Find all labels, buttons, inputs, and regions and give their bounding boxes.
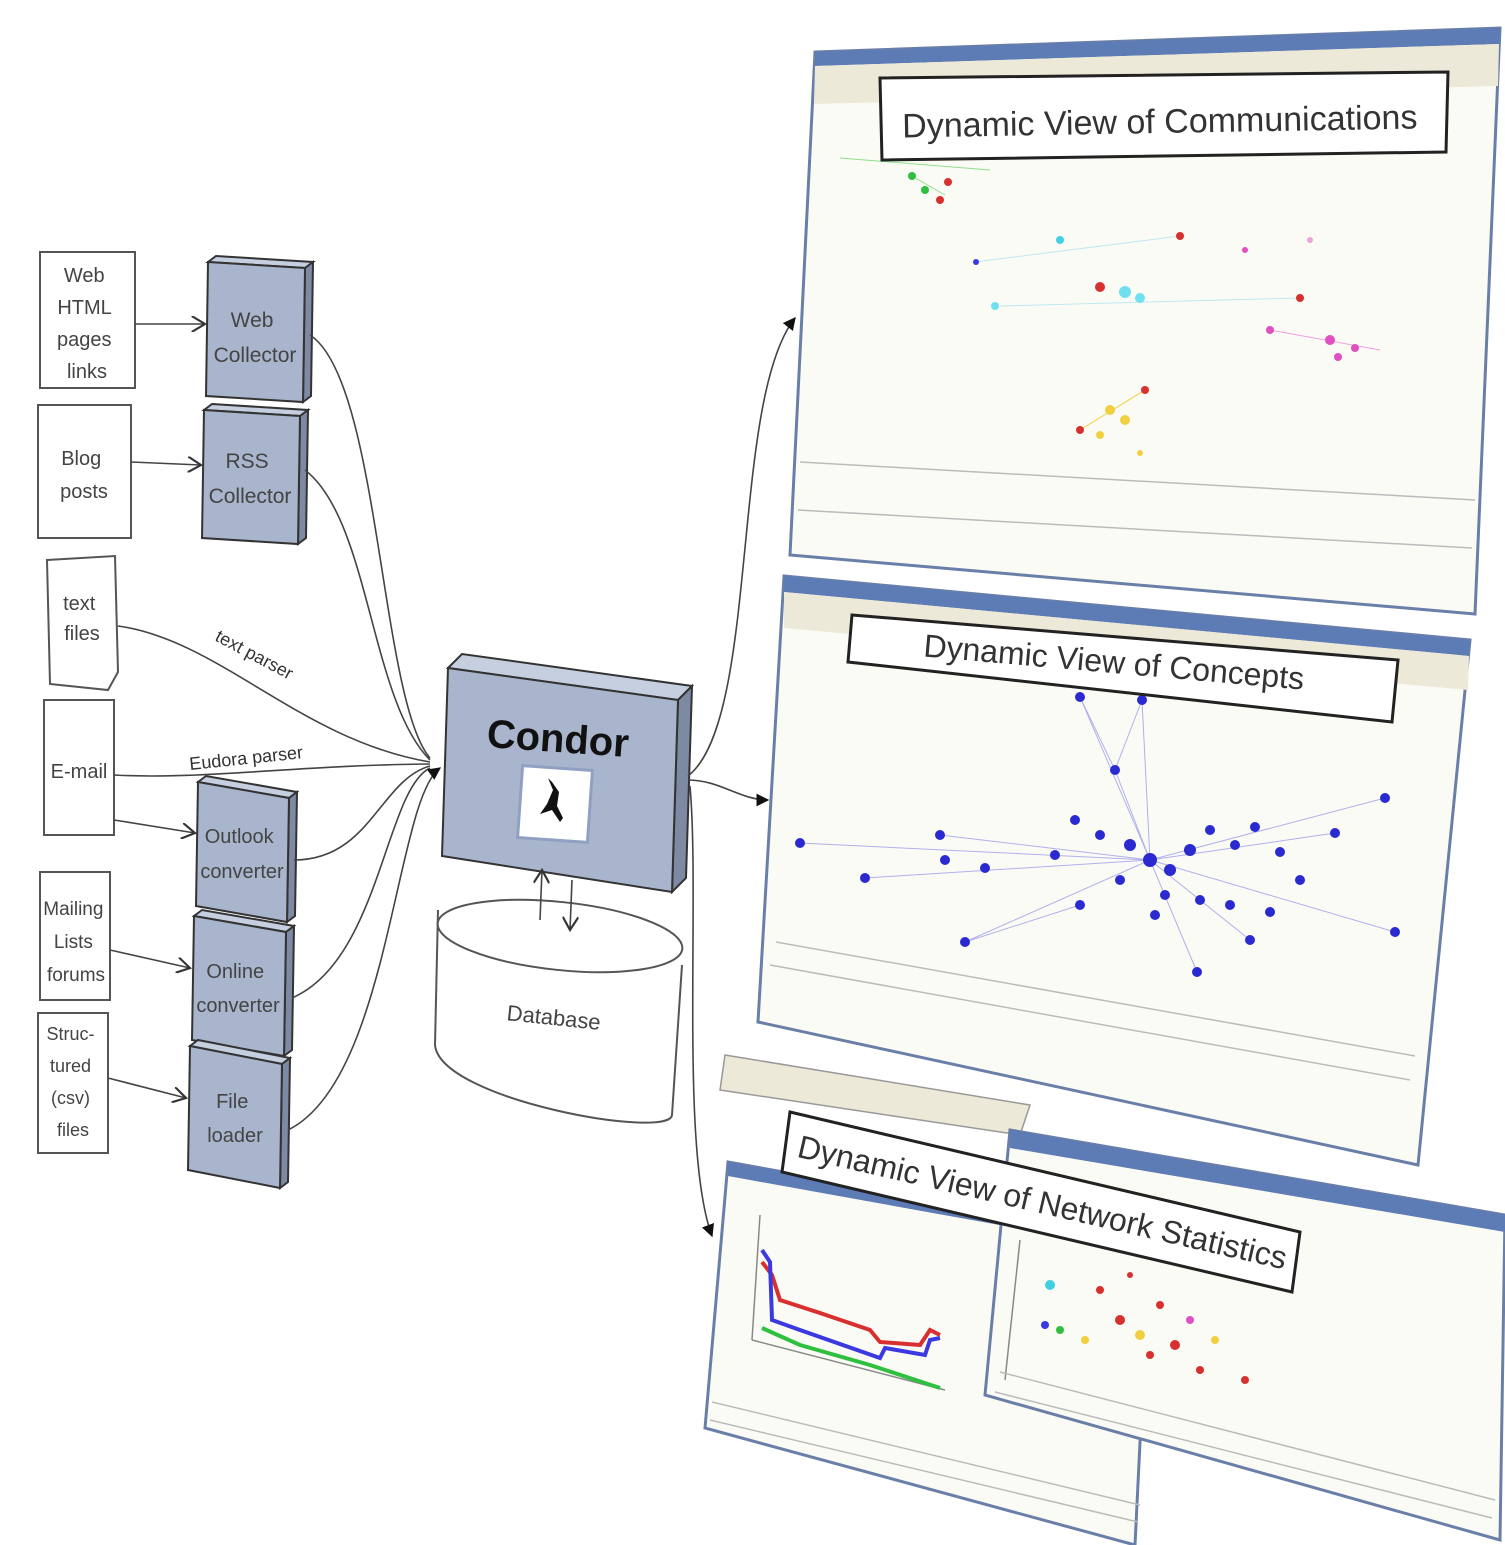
source-web: Web HTML pages links — [39, 251, 136, 389]
source-blog-label: Blog posts — [60, 448, 108, 503]
collector-file-label: File loader — [207, 1091, 263, 1147]
text-parser-label: text parser — [212, 626, 296, 684]
source-text-label: text files — [63, 593, 101, 645]
arrow-icon — [570, 879, 572, 930]
collector-file: File loader — [186, 1038, 293, 1191]
collector-rss-label: RSS Collector — [209, 450, 292, 508]
source-web-label: Web HTML pages links — [57, 265, 117, 383]
arrow-icon — [113, 819, 195, 833]
arrow-icon — [130, 462, 201, 465]
stats-scatter — [1004, 1239, 1249, 1384]
condor-bird-icon — [515, 764, 595, 844]
arrow-icon — [287, 767, 442, 1131]
window-concepts[interactable]: Dynamic View of Concepts — [756, 574, 1472, 1167]
stats-line-chart — [751, 1214, 946, 1391]
stats-title-box — [780, 1110, 1302, 1294]
collector-rss: RSS Collector — [200, 402, 311, 547]
condor-box: Condor — [440, 652, 695, 895]
concept-nodes — [795, 692, 1400, 977]
source-mailing-lists: Mailing Lists forums — [39, 871, 111, 1001]
source-blog: Blog posts — [37, 404, 132, 539]
collector-web: Web Collector — [204, 254, 316, 405]
source-email-label: E-mail — [51, 761, 108, 783]
arrow-icon — [689, 785, 714, 1238]
arrow-icon — [107, 1077, 186, 1098]
source-mailing-label: Mailing Lists forums — [43, 899, 108, 986]
arrow-icon — [687, 316, 796, 777]
collector-wires — [113, 334, 442, 1131]
arrow-icon — [687, 779, 770, 807]
collector-online: Online converter — [190, 908, 297, 1059]
output-arrows — [687, 316, 796, 1238]
collector-outlook: Outlook converter — [194, 774, 300, 925]
condor-title: Condor — [485, 712, 630, 766]
arrow-icon — [540, 870, 542, 921]
db-arrows — [540, 870, 572, 930]
collector-outlook-label: Outlook converter — [200, 826, 284, 883]
collector-online-label: Online converter — [196, 961, 280, 1017]
source-email: E-mail — [43, 699, 115, 836]
collector-web-label: Web Collector — [214, 309, 297, 367]
window-communications[interactable]: Dynamic View of Communications — [788, 26, 1502, 616]
comm-graph — [839, 157, 1381, 456]
source-text: text files — [45, 554, 120, 692]
source-structured-label: Struc- tured (csv) files — [46, 1024, 99, 1140]
source-structured: Struc- tured (csv) files — [37, 1012, 109, 1154]
database-cylinder: Database — [433, 898, 684, 1124]
arrow-icon — [109, 949, 190, 968]
source-arrows — [107, 324, 205, 1098]
comm-view-title: Dynamic View of Communications — [902, 99, 1418, 146]
